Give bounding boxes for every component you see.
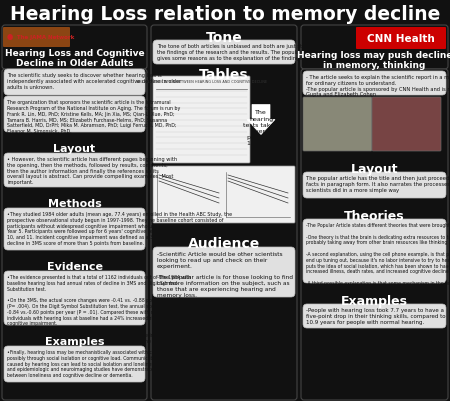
FancyBboxPatch shape	[153, 166, 295, 223]
Text: Layout: Layout	[351, 162, 398, 176]
Text: The organization that sponsors the scientific article is the Intramural
Research: The organization that sponsors the scien…	[7, 100, 180, 134]
FancyBboxPatch shape	[4, 271, 145, 325]
Text: -People with hearing loss took 7.7 years to have a
five-point drop in their thin: -People with hearing loss took 7.7 years…	[306, 307, 446, 324]
FancyBboxPatch shape	[4, 209, 145, 250]
Text: Hearing Loss relation to memory decline: Hearing Loss relation to memory decline	[10, 5, 440, 24]
FancyBboxPatch shape	[151, 26, 297, 400]
FancyBboxPatch shape	[153, 41, 295, 65]
FancyBboxPatch shape	[372, 98, 441, 152]
FancyBboxPatch shape	[303, 72, 446, 96]
FancyBboxPatch shape	[303, 304, 446, 328]
Text: Audience: Audience	[188, 237, 260, 250]
FancyBboxPatch shape	[303, 219, 446, 283]
Text: The
hearing
tests taken
over a
period of
11 years: The hearing tests taken over a period of…	[243, 110, 279, 146]
Text: CNN Health: CNN Health	[367, 34, 435, 44]
FancyBboxPatch shape	[4, 346, 145, 382]
FancyBboxPatch shape	[303, 98, 372, 152]
Text: Hearing loss may push decline
in memory, thinking: Hearing loss may push decline in memory,…	[297, 51, 450, 70]
Text: • However, the scientific article has different pages beginning with
the opening: • However, the scientific article has di…	[7, 157, 177, 185]
FancyBboxPatch shape	[4, 70, 145, 96]
FancyBboxPatch shape	[153, 247, 295, 297]
FancyBboxPatch shape	[4, 154, 145, 188]
Text: Tone: Tone	[206, 31, 243, 45]
FancyBboxPatch shape	[303, 172, 446, 198]
Text: The scientific study seeks to discover whether hearing loss is
independently ass: The scientific study seeks to discover w…	[7, 73, 181, 89]
Text: •They studied 1984 older adults (mean age, 77.4 years) enrolled in the Health AB: •They studied 1984 older adults (mean ag…	[7, 211, 232, 245]
Text: Methods: Methods	[48, 198, 101, 209]
Text: - The article seeks to explain the scientific report in a more simple version
fo: - The article seeks to explain the scien…	[306, 75, 450, 97]
FancyBboxPatch shape	[4, 97, 145, 133]
FancyArrow shape	[247, 105, 275, 135]
Text: -The Popular Article states different theories that were brought up by scientist: -The Popular Article states different th…	[306, 223, 450, 291]
Text: TABLE 1. ASSOCIATION BETWEEN HEARING LOSS AND COGNITIVE DECLINE: TABLE 1. ASSOCIATION BETWEEN HEARING LOS…	[135, 80, 268, 84]
Text: ⬤  The JAMA Network: ⬤ The JAMA Network	[7, 34, 74, 40]
Text: The popular article has the title and then just proceeds to list
facts in paragr: The popular article has the title and th…	[306, 176, 450, 192]
Text: The tone of both articles is unbiased and both are just stating
the findings of : The tone of both articles is unbiased an…	[157, 44, 319, 61]
Text: Tables: Tables	[199, 68, 249, 82]
Text: Hearing Loss and Cognitive
Decline in Older Adults: Hearing Loss and Cognitive Decline in Ol…	[4, 49, 144, 68]
Text: Examples: Examples	[341, 294, 408, 307]
FancyBboxPatch shape	[2, 70, 147, 400]
FancyBboxPatch shape	[301, 26, 448, 70]
Text: Evidence: Evidence	[46, 261, 103, 271]
FancyBboxPatch shape	[2, 26, 147, 70]
Text: Layout: Layout	[54, 144, 95, 154]
Text: -Scientific Article would be other scientists
looking to read up and check on th: -Scientific Article would be other scien…	[157, 251, 293, 297]
FancyBboxPatch shape	[153, 77, 250, 164]
FancyBboxPatch shape	[356, 28, 446, 50]
Text: Theories: Theories	[344, 209, 405, 223]
Text: Examples: Examples	[45, 336, 104, 346]
Text: •Finally, hearing loss may be mechanistically associated with cognitive decline,: •Finally, hearing loss may be mechanisti…	[7, 349, 192, 377]
FancyBboxPatch shape	[301, 70, 448, 400]
FancyBboxPatch shape	[3, 28, 70, 48]
Text: •The evidence presented is that a total of 1162 individuals out of the 1984 with: •The evidence presented is that a total …	[7, 274, 192, 343]
